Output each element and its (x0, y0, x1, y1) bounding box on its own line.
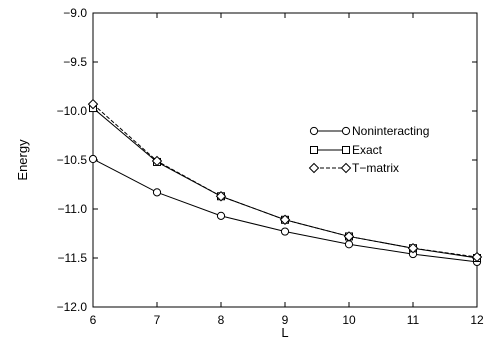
legend-label: T−matrix (352, 161, 399, 175)
series-line (92, 158, 478, 263)
data-point (279, 214, 291, 225)
y-tick-label: −11.5 (58, 251, 88, 265)
x-axis: 6 7 8 9 10 11 12 (90, 13, 484, 327)
y-tick-label: −10.0 (57, 104, 88, 118)
x-tick-label: 11 (407, 313, 420, 327)
plot-frame (92, 12, 478, 308)
legend-marker (342, 146, 350, 154)
x-tick-label: 12 (470, 313, 484, 327)
data-point (87, 98, 99, 110)
x-tick-label: 7 (154, 313, 161, 327)
legend-marker (310, 146, 318, 154)
y-tick-label: −9.5 (63, 55, 87, 69)
legend-marker (309, 126, 319, 136)
legend-item: Exact (310, 143, 383, 157)
y-axis-label: Energy (15, 139, 30, 181)
x-axis-label: L (281, 325, 288, 340)
series-group (87, 98, 483, 267)
x-tick-label: 6 (90, 313, 97, 327)
legend-label: Exact (352, 143, 383, 157)
y-tick-label: −9.0 (63, 6, 87, 20)
series-diamond (87, 98, 483, 263)
data-point (215, 191, 227, 202)
data-point (88, 154, 98, 164)
legend-marker (340, 162, 352, 174)
data-point (280, 227, 290, 236)
legend-marker (308, 162, 320, 174)
x-tick-label: 10 (342, 313, 356, 327)
legend-marker (341, 126, 351, 136)
y-tick-label: −12.0 (57, 300, 88, 314)
legend-item: T−matrix (308, 161, 399, 175)
y-axis: −9.0 −9.5 −10.0 −10.5 −11.0 −11.5 −12.0 (57, 6, 477, 314)
data-point (471, 251, 483, 263)
legend-item: Noninteracting (309, 124, 429, 138)
data-point (216, 211, 226, 220)
data-point (151, 155, 163, 167)
data-point (407, 242, 419, 254)
y-tick-label: −11.0 (58, 202, 88, 216)
data-point (343, 231, 355, 242)
x-tick-label: 9 (282, 313, 289, 327)
data-point (344, 240, 354, 249)
data-point (152, 188, 162, 197)
x-tick-label: 8 (218, 313, 225, 327)
legend: Noninteracting Exact T−matrix (308, 124, 429, 175)
legend-label: Noninteracting (352, 124, 429, 138)
y-tick-label: −10.5 (57, 153, 88, 167)
